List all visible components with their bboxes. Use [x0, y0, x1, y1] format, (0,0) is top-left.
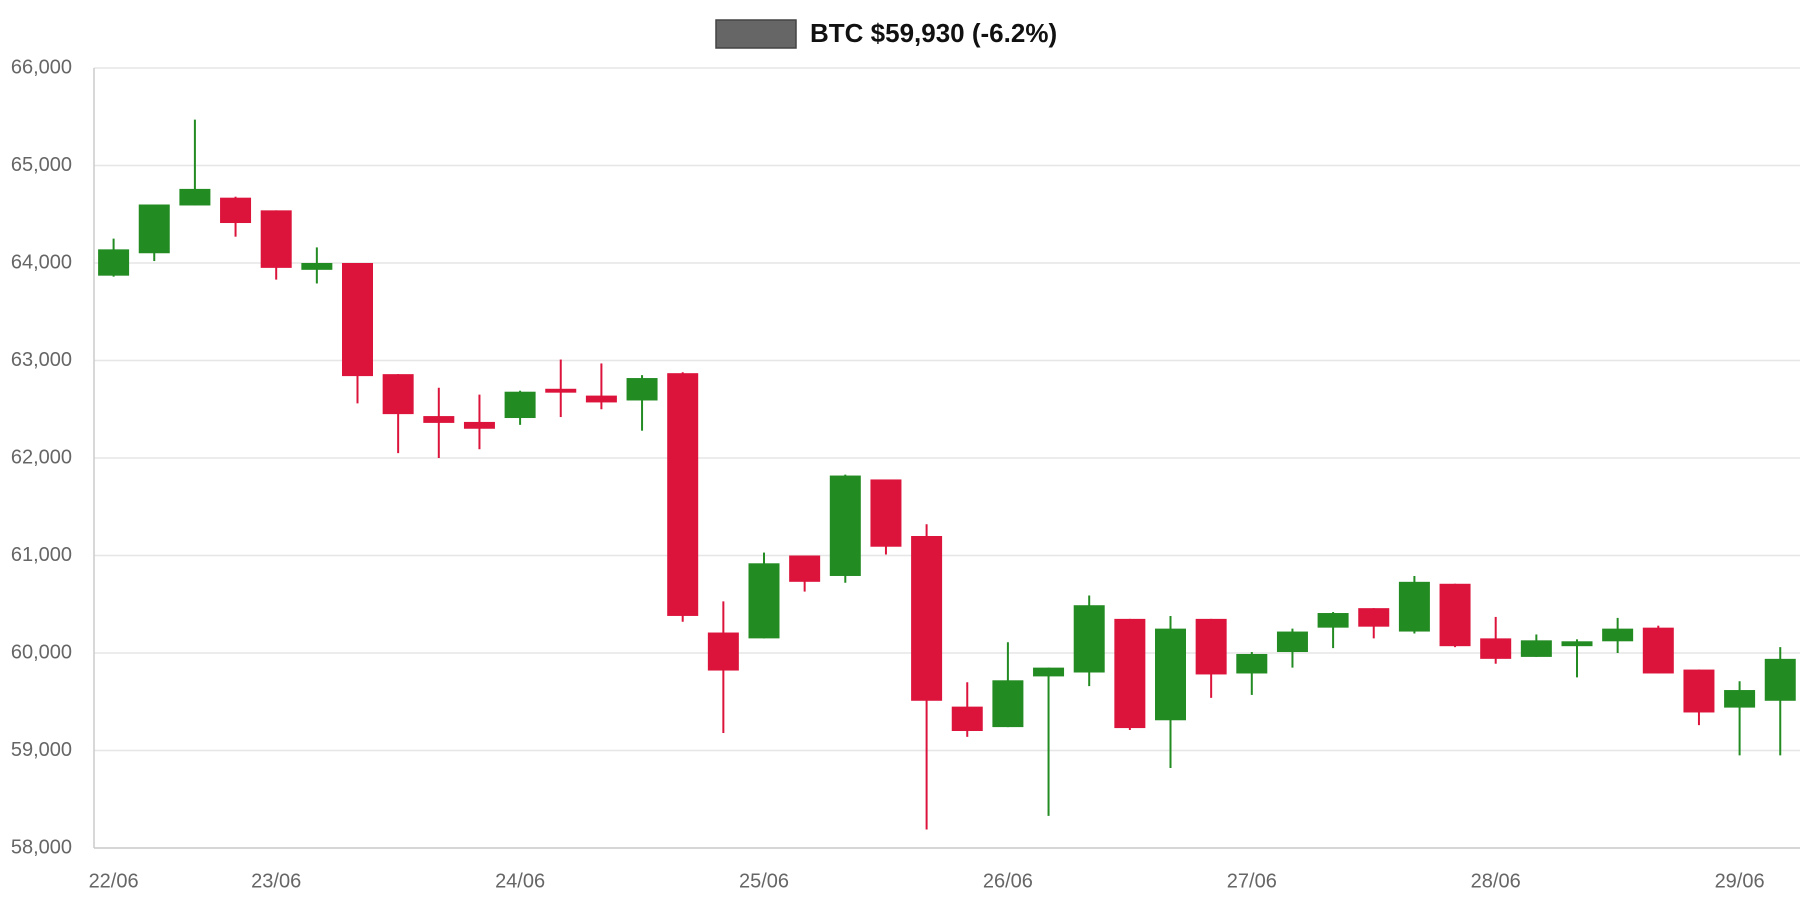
- candle-body: [951, 706, 983, 731]
- candle-body: [220, 197, 252, 224]
- x-tick-label: 22/06: [89, 870, 139, 892]
- candle-body: [1561, 641, 1593, 647]
- candle-body: [1195, 618, 1227, 675]
- y-tick-label: 63,000: [11, 349, 72, 371]
- x-tick-label: 24/06: [495, 870, 545, 892]
- y-tick-label: 66,000: [11, 56, 72, 78]
- candle-body: [463, 421, 495, 429]
- candle-body: [260, 210, 292, 268]
- candle-body: [179, 188, 211, 206]
- candle-body: [504, 391, 536, 419]
- y-tick-label: 58,000: [11, 836, 72, 858]
- candle-body: [992, 680, 1024, 728]
- x-tick-label: 23/06: [251, 870, 301, 892]
- y-tick-label: 64,000: [11, 251, 72, 273]
- y-tick-label: 59,000: [11, 739, 72, 761]
- y-tick-label: 65,000: [11, 154, 72, 176]
- candle-body: [1520, 640, 1552, 657]
- x-tick-label: 25/06: [739, 870, 789, 892]
- candle-body: [1602, 628, 1634, 642]
- x-tick-label: 29/06: [1715, 870, 1765, 892]
- y-tick-label: 62,000: [11, 446, 72, 468]
- x-tick-label: 26/06: [983, 870, 1033, 892]
- candle-body: [342, 263, 373, 377]
- candle-body: [1764, 658, 1796, 701]
- x-tick-label: 27/06: [1227, 870, 1277, 892]
- candle-body: [1642, 627, 1674, 674]
- candle-body: [382, 374, 414, 415]
- candle-body: [1480, 638, 1512, 659]
- candle-body: [1033, 667, 1065, 677]
- candle-body: [789, 555, 821, 582]
- candle-body: [667, 373, 699, 616]
- candle-body: [1236, 653, 1268, 674]
- candle-body: [301, 263, 333, 270]
- candle-body: [911, 536, 943, 701]
- candle-body: [1155, 628, 1186, 721]
- legend-label: BTC $59,930 (-6.2%): [810, 18, 1057, 48]
- y-tick-label: 60,000: [11, 641, 72, 663]
- candle-body: [1398, 581, 1430, 632]
- candle-body: [829, 475, 861, 576]
- candle-body: [585, 395, 617, 403]
- candle-body: [748, 563, 780, 639]
- grid: [94, 67, 1800, 849]
- candle-body: [98, 249, 130, 276]
- candles: [98, 119, 1796, 830]
- candle-body: [423, 416, 455, 423]
- candle-body: [870, 479, 902, 547]
- legend-swatch: [715, 19, 797, 49]
- candle-body: [1073, 605, 1105, 673]
- candle-body: [1439, 583, 1471, 647]
- candle-body: [545, 388, 577, 393]
- x-tick-label: 28/06: [1471, 870, 1521, 892]
- candle-body: [1683, 669, 1715, 713]
- candle-body: [1114, 618, 1146, 729]
- candle-body: [1276, 631, 1308, 653]
- candle-body: [1358, 608, 1390, 627]
- candle-body: [1724, 690, 1756, 708]
- y-tick-label: 61,000: [11, 544, 72, 566]
- candle-body: [1317, 613, 1349, 628]
- candle-body: [138, 204, 170, 254]
- candle-body: [626, 378, 658, 401]
- candle-body: [707, 632, 739, 671]
